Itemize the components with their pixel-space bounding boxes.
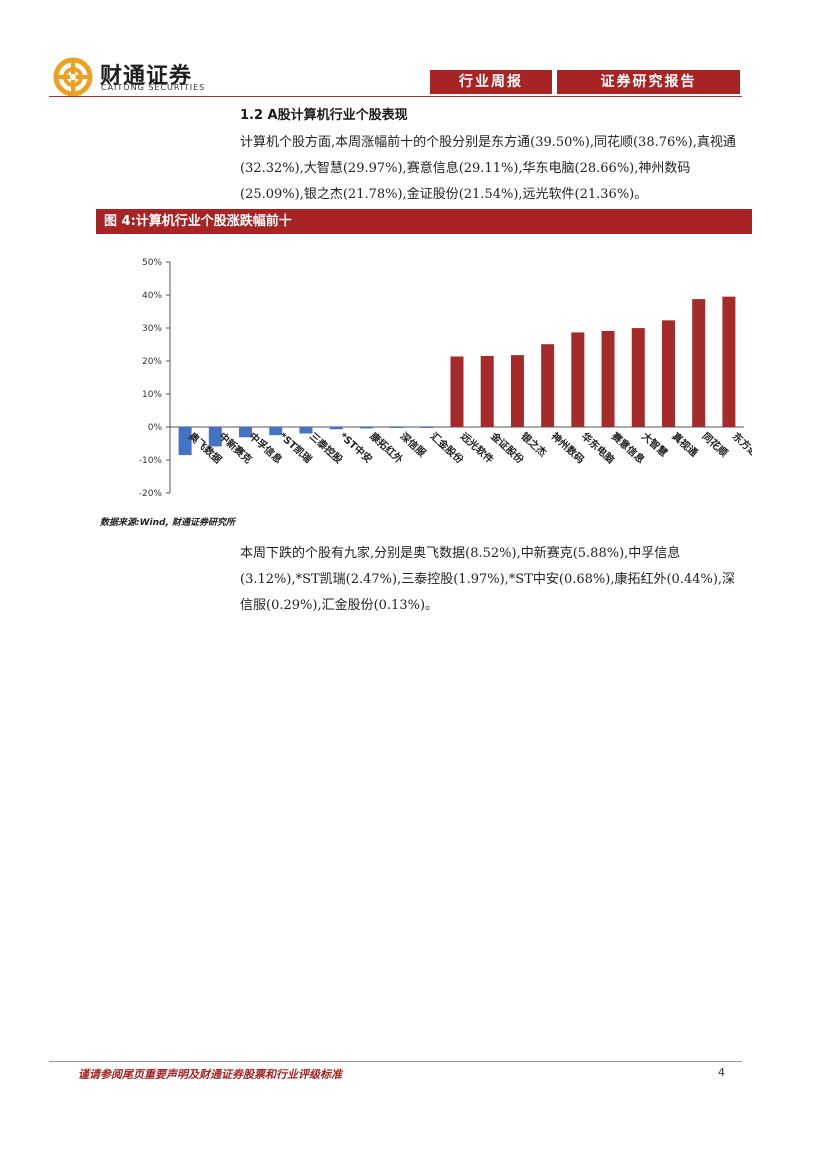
bar: [239, 427, 253, 438]
x-category-label: 东方通: [730, 430, 752, 460]
section-title: 1.2 A股计算机行业个股表现: [240, 108, 408, 123]
bar: [541, 344, 555, 427]
figure-source: 数据来源:Wind, 财通证券研究所: [100, 518, 236, 528]
bar: [510, 355, 524, 427]
bar: [269, 427, 283, 436]
header-divider: [49, 96, 742, 97]
bar: [450, 356, 464, 427]
paragraph-top-gainers: 计算机个股方面,本周涨幅前十的个股分别是东方通(39.50%),同花顺(38.7…: [240, 135, 736, 202]
x-category-label: 康拓红外: [367, 430, 405, 466]
paragraph-decliners: 本周下跌的个股有九家,分别是奥飞数据(8.52%),中新赛克(5.88%),中孚…: [240, 546, 736, 613]
y-tick-label: 20%: [142, 357, 162, 367]
y-tick-label: 10%: [142, 390, 162, 400]
bar: [631, 328, 645, 427]
logo-name-en: CAITONG SECURITIES: [101, 83, 206, 92]
tab-research-report: 证券研究报告: [557, 70, 740, 94]
bar: [208, 427, 222, 447]
y-tick-label: 0%: [148, 423, 163, 433]
y-tick-label: 30%: [142, 324, 162, 334]
footer-divider: [49, 1061, 742, 1062]
x-category-label: 赛意信息: [608, 429, 647, 466]
figure-title: 图 4:计算机行业个股涨跌幅前十: [96, 209, 752, 234]
stock-change-bar-chart: 50%40%30%20%10%0%-10%-20%奥飞数据中新赛克中孚信息*ST…: [139, 258, 752, 499]
x-category-label: *ST凯瑞: [277, 430, 315, 466]
page-number: 4: [718, 1066, 725, 1079]
caitong-logo-icon: [53, 57, 93, 97]
x-category-label: *ST中安: [337, 430, 375, 466]
header-tabs: 行业周报 证券研究报告: [430, 70, 740, 94]
x-category-label: 同花顺: [700, 430, 731, 460]
bar: [480, 355, 494, 427]
bar: [299, 427, 313, 434]
y-tick-label: 40%: [142, 291, 162, 301]
bar: [420, 427, 434, 428]
bar: [692, 299, 706, 427]
bar: [601, 330, 615, 427]
bar: [571, 332, 585, 427]
y-tick-label: -20%: [139, 489, 163, 499]
x-category-label: 真视通: [669, 430, 700, 460]
bar: [359, 427, 373, 429]
y-tick-label: -10%: [139, 456, 163, 466]
tab-industry-weekly: 行业周报: [430, 70, 552, 94]
bar: [390, 427, 404, 428]
bar: [178, 427, 192, 456]
y-tick-label: 50%: [142, 258, 162, 268]
footer-disclaimer: 谨请参阅尾页重要声明及财通证券股票和行业评级标准: [78, 1068, 342, 1081]
bar: [329, 427, 343, 430]
company-logo: 财通证券 CAITONG SECURITIES: [52, 56, 212, 97]
logo-name-cn: 财通证券: [100, 63, 193, 89]
bar: [661, 320, 675, 427]
bar: [722, 296, 736, 427]
